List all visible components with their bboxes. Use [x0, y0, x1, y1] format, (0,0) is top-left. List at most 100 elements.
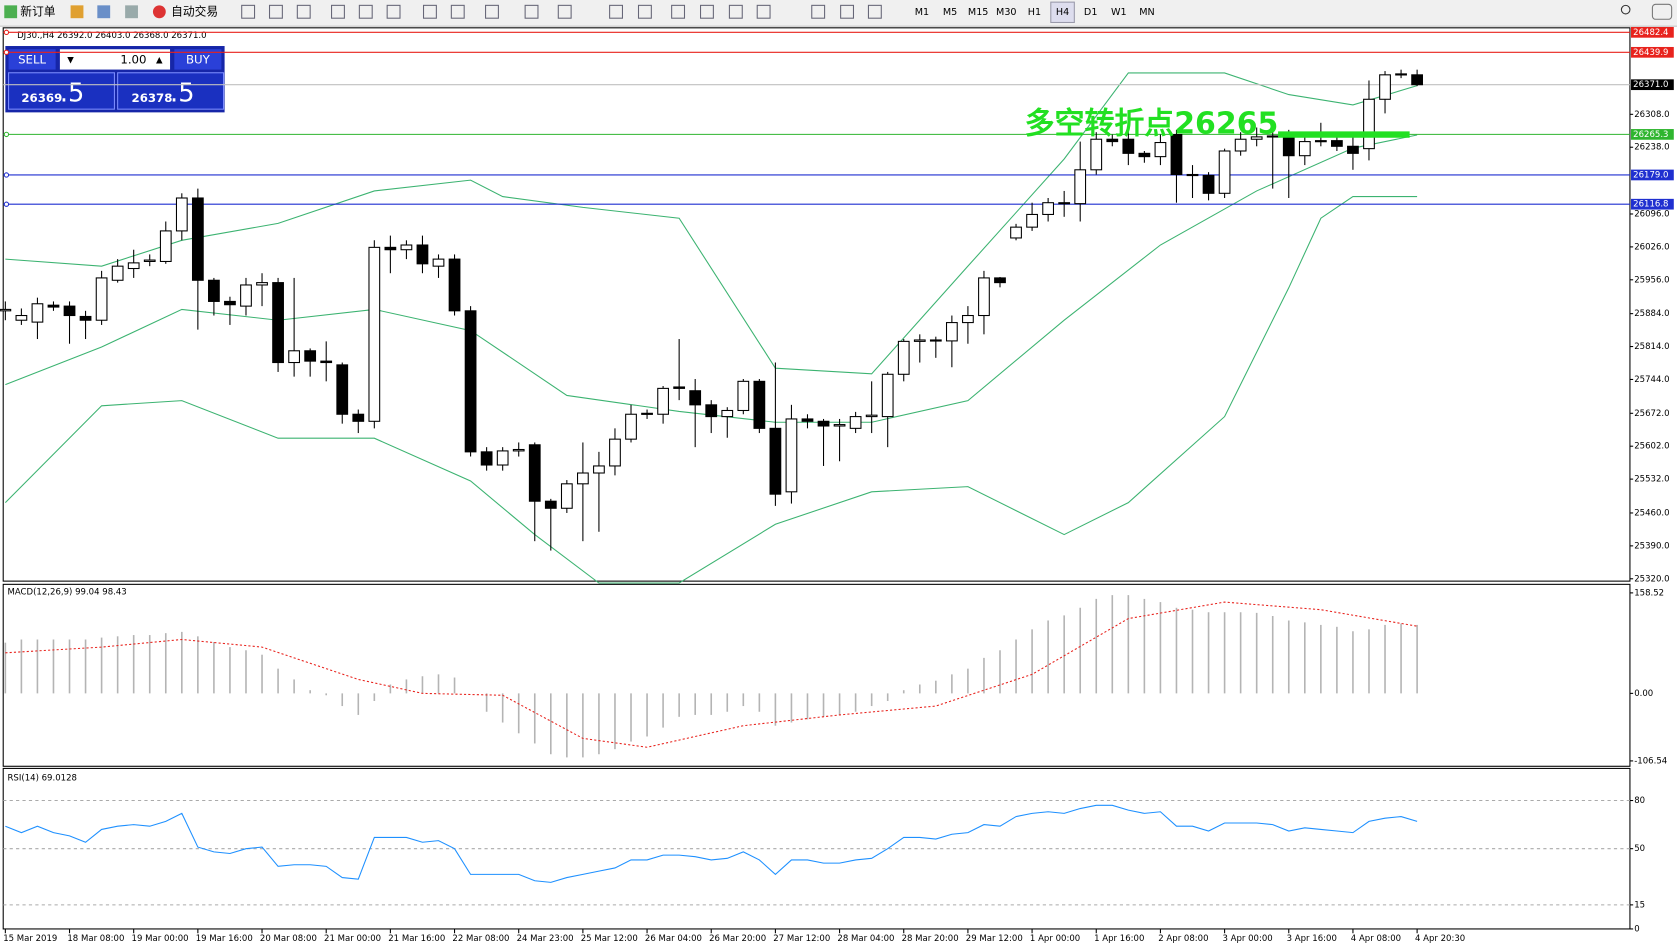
candle-body [63, 305, 76, 317]
tool-icon[interactable] [524, 4, 539, 19]
level-handle [3, 201, 10, 207]
candle-body [544, 500, 557, 509]
x-tick-label: 18 Mar 08:00 [67, 934, 124, 944]
sell-label[interactable]: SELL [18, 52, 46, 66]
bid-price[interactable]: 26369 [21, 91, 62, 105]
timeframe[interactable]: D1 [1084, 7, 1098, 18]
buy-label[interactable]: BUY [186, 52, 211, 66]
timeframe[interactable]: H1 [1028, 7, 1041, 18]
y-tick-label: 25744.0 [1634, 375, 1669, 385]
x-tick-label: 19 Mar 16:00 [196, 934, 253, 944]
tool-icon[interactable] [485, 4, 499, 19]
candle-body [31, 303, 44, 323]
tool-icon[interactable] [241, 4, 256, 19]
candle-body [1154, 141, 1167, 158]
timeframe[interactable]: W1 [1111, 7, 1127, 18]
tool-icon[interactable] [671, 4, 686, 19]
auto-trading-icon[interactable] [152, 5, 166, 19]
volume-box[interactable] [59, 49, 171, 70]
tool-icon[interactable] [811, 4, 826, 19]
volume[interactable]: 1.00 [120, 52, 146, 66]
candle-body [304, 350, 317, 362]
candle-body [577, 472, 589, 485]
bid-pips[interactable]: .5 [60, 79, 84, 109]
search-icon[interactable] [1620, 4, 1631, 15]
tool-icon[interactable] [756, 4, 771, 19]
buy-button[interactable] [174, 49, 222, 70]
y-tick-label: 0 [1634, 924, 1639, 934]
tool-icon[interactable] [609, 4, 623, 19]
candle-body [1347, 145, 1359, 154]
tool-icon[interactable] [296, 4, 311, 19]
tool-icon[interactable] [557, 4, 572, 19]
y-tick-label: 25460.0 [1634, 508, 1669, 518]
candle-body [256, 282, 268, 286]
tool-icon[interactable] [422, 4, 437, 19]
timeframe[interactable]: M15 [968, 7, 989, 18]
tool-icon[interactable] [97, 5, 111, 19]
tool-icon[interactable] [728, 4, 743, 19]
bid-box[interactable] [8, 72, 115, 110]
timeframe[interactable]: H4 [1056, 7, 1069, 18]
level-label-bg [1631, 46, 1674, 58]
ask-pips[interactable]: .5 [170, 79, 194, 109]
new-order[interactable]: 新订单 [20, 4, 55, 18]
chat-icon[interactable] [1651, 3, 1673, 20]
tool-icon[interactable] [125, 5, 138, 19]
auto-trading[interactable]: 自动交易 [171, 4, 218, 18]
timeframe[interactable]: M1 [915, 7, 929, 18]
tool-icon[interactable] [450, 4, 465, 19]
candle-body [817, 420, 830, 427]
y-tick-label: 25532.0 [1634, 475, 1669, 485]
candle-body [705, 404, 718, 418]
tool-icon[interactable] [867, 4, 882, 19]
candle-body [721, 409, 734, 418]
candle-body [127, 262, 140, 270]
y-tick-label: 50 [1634, 844, 1645, 854]
candle-body [785, 418, 798, 493]
ask-box[interactable] [117, 72, 225, 110]
timeframe[interactable]: MN [1139, 7, 1154, 18]
tool-icon[interactable] [70, 5, 84, 19]
ask-price[interactable]: 26378 [132, 91, 173, 105]
candle-body [849, 416, 862, 429]
candle-body [1026, 213, 1038, 228]
candle-body [897, 340, 910, 375]
y-tick-label: 158.52 [1634, 588, 1664, 598]
candle-body [1122, 138, 1135, 154]
candle-body [929, 339, 942, 342]
tool-icon[interactable] [268, 4, 283, 19]
tool-icon[interactable] [699, 4, 714, 19]
tool-icon[interactable] [331, 4, 345, 19]
x-tick-label: 4 Apr 20:30 [1415, 934, 1465, 944]
candle-body [657, 387, 669, 415]
candle-body [560, 483, 573, 509]
candle-body [224, 300, 236, 306]
timeframe[interactable]: M5 [943, 7, 957, 18]
candle-body [625, 413, 637, 440]
chart-title: DJ30.,H4 26392.0 26403.0 26368.0 26371.0 [17, 31, 206, 41]
timeframe-active [1050, 1, 1075, 24]
new-order-icon[interactable] [4, 5, 18, 19]
tool-icon[interactable] [386, 4, 401, 19]
x-tick-label: 22 Mar 08:00 [452, 934, 509, 944]
y-tick-label: 26308.0 [1634, 110, 1669, 120]
macd-title: MACD(12,26,9) 99.04 98.43 [7, 587, 126, 597]
volume-up[interactable]: ▲ [156, 55, 163, 65]
sell-button[interactable] [8, 49, 56, 70]
candle-body [769, 427, 782, 495]
bollinger-band [5, 72, 1418, 375]
tool-icon[interactable] [358, 4, 373, 19]
volume-down[interactable]: ▼ [67, 55, 74, 65]
tool-icon[interactable] [637, 4, 652, 19]
candle-body [865, 414, 878, 418]
level-label: 26482.4 [1633, 28, 1668, 38]
candle-body [994, 277, 1006, 284]
tool-icon[interactable] [840, 4, 855, 19]
candle-body [47, 304, 60, 308]
y-tick-label: 26096.0 [1634, 209, 1669, 219]
x-tick-label: 21 Mar 16:00 [388, 934, 445, 944]
timeframe[interactable]: M30 [996, 7, 1017, 18]
bollinger-band [4, 196, 1418, 584]
